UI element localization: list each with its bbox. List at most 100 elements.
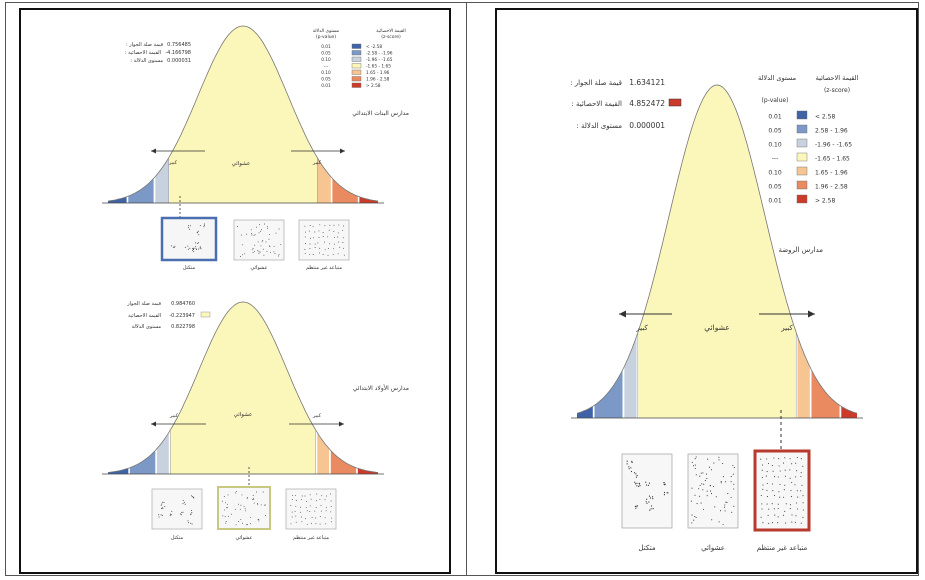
bell-band xyxy=(156,432,169,474)
pattern-dot xyxy=(184,246,186,248)
pattern-dot xyxy=(693,519,695,521)
kg-result-swatch xyxy=(668,98,682,107)
legend-pvalue: 0.10 xyxy=(321,57,331,63)
pattern-dot xyxy=(196,243,198,244)
bell-band xyxy=(577,406,593,418)
pattern-dot xyxy=(315,506,317,508)
pattern-dot xyxy=(650,508,652,510)
pattern-dot xyxy=(305,243,306,244)
pattern-dot xyxy=(782,514,785,516)
legend-pvalue: 0.01 xyxy=(768,198,782,205)
pattern-dot xyxy=(226,503,228,505)
pattern-dot xyxy=(280,243,282,245)
pattern-dot xyxy=(784,469,786,471)
legend-pvalue: 0.05 xyxy=(321,77,331,83)
bell-band xyxy=(624,336,637,418)
pattern-dot xyxy=(761,508,763,510)
pattern-dot xyxy=(319,247,321,249)
pattern-dot xyxy=(184,503,186,505)
pattern-dot xyxy=(710,490,712,492)
pattern-dot xyxy=(648,482,651,484)
pattern-dot xyxy=(710,469,713,471)
pattern-dot xyxy=(766,471,768,473)
pattern-dot xyxy=(260,504,262,506)
pattern-dot xyxy=(244,253,246,255)
pattern-dot xyxy=(308,230,310,232)
legend-zscore: 1.96 - 2.58 xyxy=(366,77,390,83)
legend-pvalue: 0.05 xyxy=(768,184,782,191)
pattern-dot xyxy=(325,523,327,525)
pattern-dot xyxy=(724,506,726,508)
pattern-dot xyxy=(703,483,705,485)
pattern-dot xyxy=(802,509,804,511)
pattern-dot xyxy=(760,458,762,460)
pattern-dot xyxy=(251,233,253,234)
pattern-dot xyxy=(311,516,313,518)
bell-band xyxy=(317,157,331,203)
pattern-dot xyxy=(732,464,734,467)
pattern-dot xyxy=(300,516,302,518)
legend-pvalue-sub: (p-value) xyxy=(316,34,336,40)
pattern-dot xyxy=(321,495,323,497)
pattern-dot xyxy=(626,460,628,462)
pattern-dot xyxy=(337,236,338,238)
boys-title: مدارس الأولاد الابتدائي xyxy=(353,384,409,392)
pattern-dot xyxy=(254,233,256,235)
pattern-dot xyxy=(796,508,799,510)
pattern-dot xyxy=(666,492,668,494)
pattern-dot xyxy=(236,226,238,227)
pattern-dot xyxy=(200,248,202,250)
legend-swatch xyxy=(351,43,362,49)
pattern-dot xyxy=(789,504,792,506)
pattern-dot xyxy=(794,521,796,523)
kg-stat-1-value: 1.634121 xyxy=(629,78,665,87)
pattern-dot xyxy=(771,522,774,524)
pattern-dot xyxy=(172,246,174,248)
pattern-dot xyxy=(330,511,332,513)
pattern-dot xyxy=(694,458,696,460)
pattern-dot xyxy=(187,520,189,522)
pattern-dot xyxy=(162,507,164,509)
pattern-dot xyxy=(265,515,266,517)
pattern-dot xyxy=(257,241,259,243)
pattern-dot xyxy=(635,473,637,475)
pattern-dot xyxy=(317,242,319,244)
kg-stat-3-value: 0.000001 xyxy=(629,121,665,130)
legend-swatch xyxy=(351,69,362,75)
pattern-dot xyxy=(722,523,724,526)
pattern-dot xyxy=(800,472,802,474)
pattern-dot xyxy=(767,462,770,465)
pattern-dot xyxy=(197,230,199,232)
pattern-dot xyxy=(253,234,255,236)
pattern-dot xyxy=(250,516,252,518)
pattern-dot xyxy=(182,503,184,505)
pattern-dot xyxy=(802,465,804,467)
pattern-dot xyxy=(329,224,331,226)
pattern-dot xyxy=(301,495,303,497)
pattern-dot xyxy=(199,225,201,227)
pattern-dot xyxy=(337,241,339,243)
kg-box-random xyxy=(687,453,739,529)
pattern-dot xyxy=(771,483,774,485)
pattern-dot xyxy=(190,495,192,497)
legend-swatch xyxy=(351,76,362,82)
pattern-dot xyxy=(791,463,793,465)
pattern-dot xyxy=(645,481,647,483)
pattern-dot xyxy=(235,524,237,526)
pattern-dot xyxy=(225,521,227,523)
pattern-dot xyxy=(794,484,796,486)
legend-zscore-sub: (z-score) xyxy=(381,34,401,40)
pattern-dot xyxy=(305,231,307,233)
pattern-dot xyxy=(785,503,787,505)
pattern-dot xyxy=(724,504,726,506)
pattern-dot xyxy=(195,246,197,248)
pattern-dot xyxy=(268,238,270,240)
pattern-dot xyxy=(224,509,225,511)
pattern-dot xyxy=(789,469,791,471)
pattern-dot xyxy=(765,475,767,477)
pattern-dot xyxy=(274,253,276,254)
pattern-dot xyxy=(304,236,306,238)
pattern-dot xyxy=(698,495,700,497)
pattern-dot xyxy=(241,494,243,496)
pattern-dot xyxy=(333,224,335,226)
